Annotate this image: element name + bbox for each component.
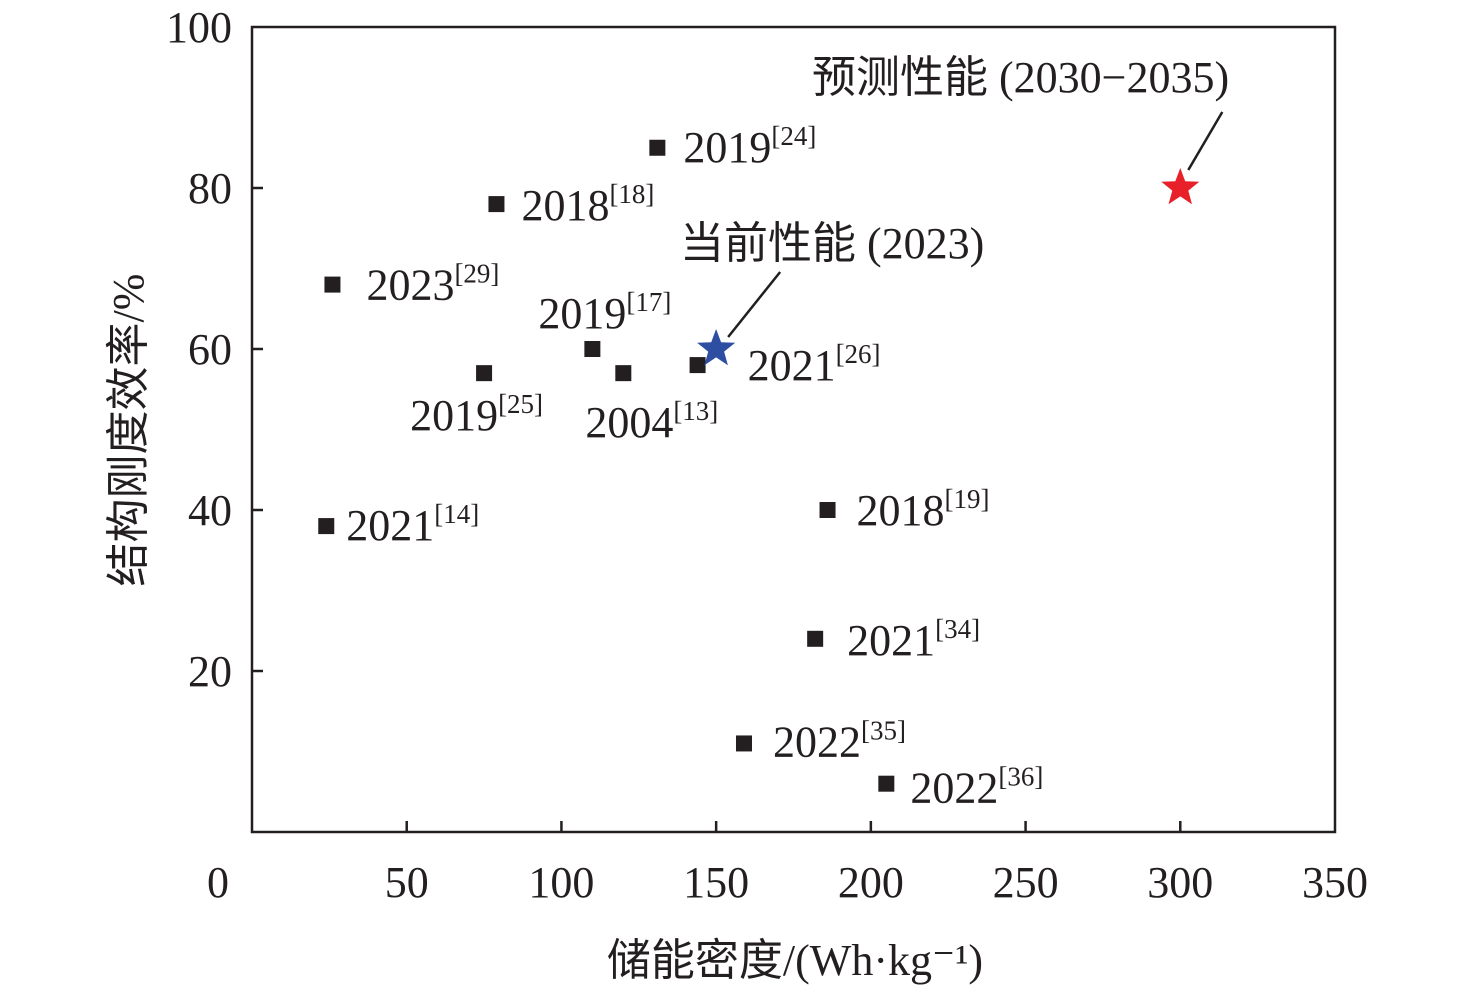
data-label: 2022[36] <box>910 762 1043 813</box>
x-tick-label: 250 <box>993 858 1059 907</box>
data-point-square <box>324 276 341 293</box>
x-tick-label: 100 <box>528 858 594 907</box>
y-axis-title: 结构刚度效率/% <box>104 274 153 587</box>
y-tick-label: 100 <box>166 3 232 52</box>
annotation-leader-line <box>1187 111 1224 171</box>
data-label: 2019[25] <box>410 389 543 440</box>
x-tick-label: 300 <box>1147 858 1213 907</box>
data-label: 2004[13] <box>585 396 718 447</box>
data-point-square <box>488 196 505 213</box>
x-axis-title: 储能密度/(Wh·kg⁻¹) <box>607 936 983 985</box>
data-label: 2021[14] <box>346 499 479 550</box>
current-performance-label: 当前性能 (2023) <box>680 219 984 268</box>
y-tick-label: 20 <box>188 647 232 696</box>
data-label: 2022[35] <box>773 715 906 766</box>
data-point-square <box>807 630 824 647</box>
x-tick-label: 350 <box>1302 858 1368 907</box>
plot-frame <box>250 25 1337 834</box>
data-label: 2019[24] <box>683 121 816 172</box>
data-label: 2018[19] <box>857 484 990 535</box>
data-point-square <box>476 365 493 382</box>
predicted-performance-label: 预测性能 (2030−2035) <box>812 53 1229 102</box>
data-point-square <box>615 365 632 382</box>
data-point-square <box>735 735 752 752</box>
data-label: 2019[17] <box>538 287 671 338</box>
y-tick-label: 40 <box>188 486 232 535</box>
predicted-performance-star <box>1161 168 1200 205</box>
data-label: 2021[26] <box>748 339 881 390</box>
x-tick-label: 50 <box>385 858 429 907</box>
data-label: 2021[34] <box>847 614 980 665</box>
x-tick-label: 150 <box>683 858 749 907</box>
current-performance-star <box>697 329 736 366</box>
y-tick-label: 80 <box>188 164 232 213</box>
data-label: 2018[18] <box>521 179 654 230</box>
data-label: 2023[29] <box>366 259 499 310</box>
x-tick-label: 0 <box>207 858 229 907</box>
data-point-square <box>318 518 335 535</box>
annotation-leader-line <box>727 271 782 338</box>
data-point-square <box>878 775 895 792</box>
data-point-square <box>649 139 666 156</box>
data-point-square <box>584 341 601 357</box>
data-point-square <box>819 502 836 518</box>
x-tick-label: 200 <box>838 858 904 907</box>
y-tick-label: 60 <box>188 325 232 374</box>
data-point-square <box>689 357 706 374</box>
